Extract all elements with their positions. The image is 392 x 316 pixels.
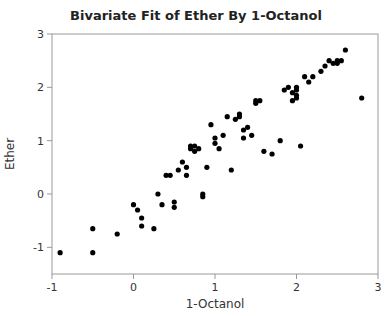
point	[221, 133, 226, 138]
y-tick	[47, 140, 52, 141]
y-tick	[47, 87, 52, 88]
point	[343, 47, 348, 52]
point	[155, 191, 160, 196]
point	[286, 85, 291, 90]
y-tick-label: 1	[37, 135, 44, 148]
x-tick-label: 1	[212, 281, 219, 294]
y-tick	[47, 194, 52, 195]
points	[58, 47, 365, 255]
point	[359, 95, 364, 100]
point	[212, 135, 217, 140]
x-tick-label: 2	[293, 281, 300, 294]
point	[306, 79, 311, 84]
point	[184, 165, 189, 170]
x-tick-label: -1	[47, 281, 58, 294]
point	[322, 63, 327, 68]
point	[216, 146, 221, 151]
point	[115, 231, 120, 236]
y-tick-label: 3	[37, 28, 44, 41]
point	[245, 125, 250, 130]
point	[339, 58, 344, 63]
point	[159, 202, 164, 207]
point	[269, 151, 274, 156]
point	[212, 141, 217, 146]
point	[294, 85, 299, 90]
point	[151, 226, 156, 231]
y-tick	[47, 247, 52, 248]
x-tick	[296, 274, 297, 279]
point	[176, 167, 181, 172]
point	[135, 207, 140, 212]
y-tick-label: -1	[33, 241, 44, 254]
x-axis-label: 1-Octanol	[186, 297, 245, 311]
point	[261, 149, 266, 154]
x-tick-label: 3	[375, 281, 382, 294]
point	[90, 226, 95, 231]
point	[249, 133, 254, 138]
point	[184, 173, 189, 178]
point	[139, 223, 144, 228]
point	[278, 138, 283, 143]
point	[229, 167, 234, 172]
chart: Bivariate Fit of Ether By 1-Octanol -1 0 1 2…	[0, 0, 392, 316]
point	[172, 199, 177, 204]
point	[168, 173, 173, 178]
x-tick	[52, 274, 53, 279]
y-axis-label: Ether	[3, 138, 17, 170]
point	[131, 202, 136, 207]
point	[241, 135, 246, 140]
point	[180, 159, 185, 164]
x-tick	[378, 274, 379, 279]
x-tick	[133, 274, 134, 279]
point	[200, 194, 205, 199]
point	[58, 250, 63, 255]
y-tick-label: 2	[37, 81, 44, 94]
point	[225, 114, 230, 119]
point	[172, 205, 177, 210]
point	[208, 122, 213, 127]
point	[196, 146, 201, 151]
plot-frame	[52, 34, 378, 274]
y-tick-label: 0	[37, 188, 44, 201]
y-tick	[47, 34, 52, 35]
point	[204, 165, 209, 170]
x-tick-label: 0	[130, 281, 137, 294]
point	[257, 98, 262, 103]
point	[310, 74, 315, 79]
point	[139, 215, 144, 220]
point	[298, 143, 303, 148]
title: Bivariate Fit of Ether By 1-Octanol	[70, 8, 322, 23]
point	[318, 69, 323, 74]
point	[302, 74, 307, 79]
point	[237, 114, 242, 119]
point	[294, 95, 299, 100]
point	[90, 250, 95, 255]
x-tick	[215, 274, 216, 279]
